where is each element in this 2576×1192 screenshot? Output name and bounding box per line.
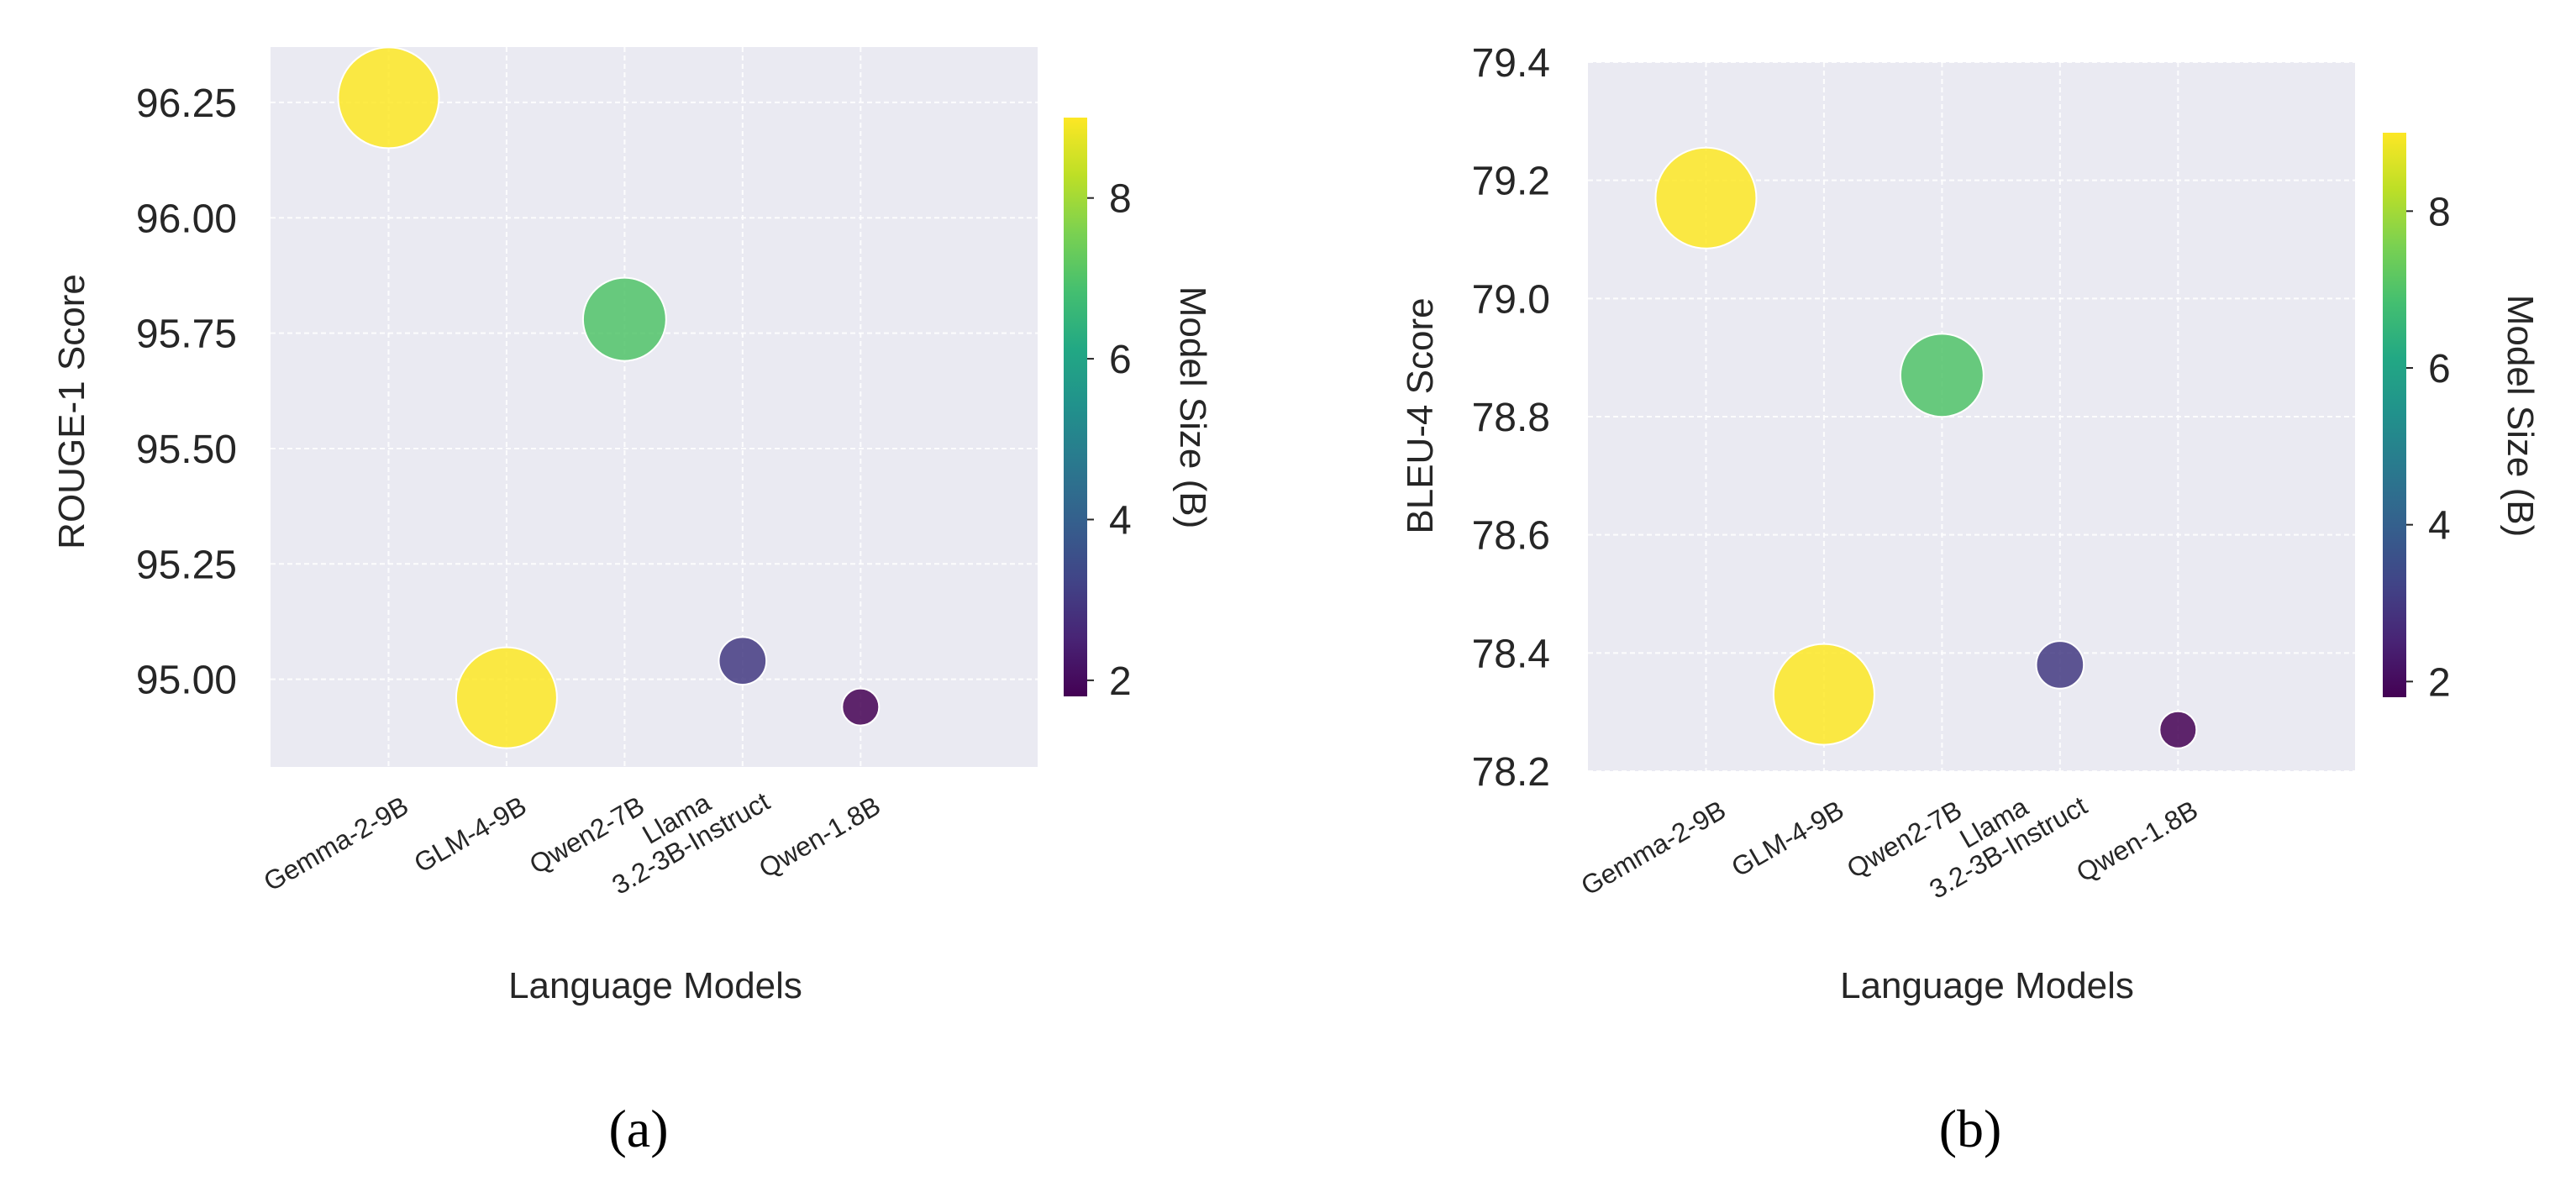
chart-panel-a: 95.00 95.25 95.50 95.75 96.00 96.25 Gemma-2-9B…: [51, 46, 1213, 1158]
x-tick-label-group: Qwen-1.8B: [754, 790, 886, 884]
x-tick-label: Qwen-1.8B: [2071, 795, 2203, 888]
x-tick-label: GLM-4-9B: [1727, 795, 1849, 883]
data-point: [1654, 146, 1758, 249]
y-tick-label: 96.00: [136, 197, 237, 241]
y-tick-label: 78.4: [1472, 632, 1550, 676]
y-tick-label: 79.2: [1472, 160, 1550, 204]
panel-label: (a): [608, 1099, 668, 1158]
colorbar-tick-label: 8: [2428, 190, 2451, 234]
colorbar-tick-label: 6: [2428, 347, 2451, 391]
data-point: [841, 687, 881, 727]
data-point: [2158, 710, 2198, 749]
x-tick-label-group: Gemma-2-9B: [1576, 795, 1731, 901]
x-tick-label-group: GLM-4-9B: [409, 790, 532, 879]
x-tick-label-group: Gemma-2-9B: [259, 790, 413, 897]
chart-panel-b: 78.2 78.4 78.6 78.8 79.0 79.2 79.4 Gemma-2-9BGL…: [1400, 41, 2541, 1158]
colorbar-tick-label: 4: [1109, 498, 1132, 543]
data-point: [718, 636, 768, 685]
x-axis-label: Language Models: [508, 965, 802, 1006]
y-tick-label: 79.4: [1472, 41, 1550, 86]
colorbar: [1064, 118, 1087, 696]
y-tick-label: 78.6: [1472, 514, 1550, 559]
data-point: [1899, 333, 1985, 418]
x-tick-label-group: GLM-4-9B: [1727, 795, 1849, 883]
x-tick-label: Gemma-2-9B: [259, 790, 413, 897]
x-tick-label: Qwen-1.8B: [754, 790, 886, 884]
y-tick-label: 78.8: [1472, 396, 1550, 440]
data-point: [1772, 643, 1875, 746]
x-tick-label: Gemma-2-9B: [1576, 795, 1731, 901]
x-tick-label-group: Qwen-1.8B: [2071, 795, 2203, 888]
colorbar-tick-label: 6: [1109, 338, 1132, 382]
panel-label: (b): [1939, 1099, 2002, 1158]
data-point: [455, 646, 558, 749]
y-tick-label: 96.25: [136, 81, 237, 126]
data-point: [581, 276, 667, 362]
colorbar-tick-label: 8: [1109, 177, 1132, 222]
colorbar-label: Model Size (B): [2500, 295, 2541, 538]
y-tick-label: 95.50: [136, 428, 237, 472]
colorbar-label: Model Size (B): [1172, 286, 1213, 529]
colorbar: [2383, 133, 2406, 697]
y-tick-label: 95.25: [136, 543, 237, 587]
x-axis-label: Language Models: [1840, 965, 2134, 1006]
colorbar-tick-label: 4: [2428, 504, 2451, 549]
y-axis-label: ROUGE-1 Score: [51, 274, 92, 549]
y-tick-label: 78.2: [1472, 750, 1550, 795]
colorbar-tick-label: 2: [2428, 660, 2451, 705]
y-axis-label: BLEU-4 Score: [1400, 297, 1441, 533]
y-tick-label: 95.00: [136, 659, 237, 703]
data-point: [2035, 640, 2085, 690]
colorbar-tick-label: 2: [1109, 659, 1132, 704]
x-tick-label: GLM-4-9B: [409, 790, 532, 879]
y-tick-label: 79.0: [1472, 277, 1550, 322]
data-point: [337, 46, 440, 150]
y-tick-label: 95.75: [136, 312, 237, 357]
plot-area: [271, 47, 1038, 767]
